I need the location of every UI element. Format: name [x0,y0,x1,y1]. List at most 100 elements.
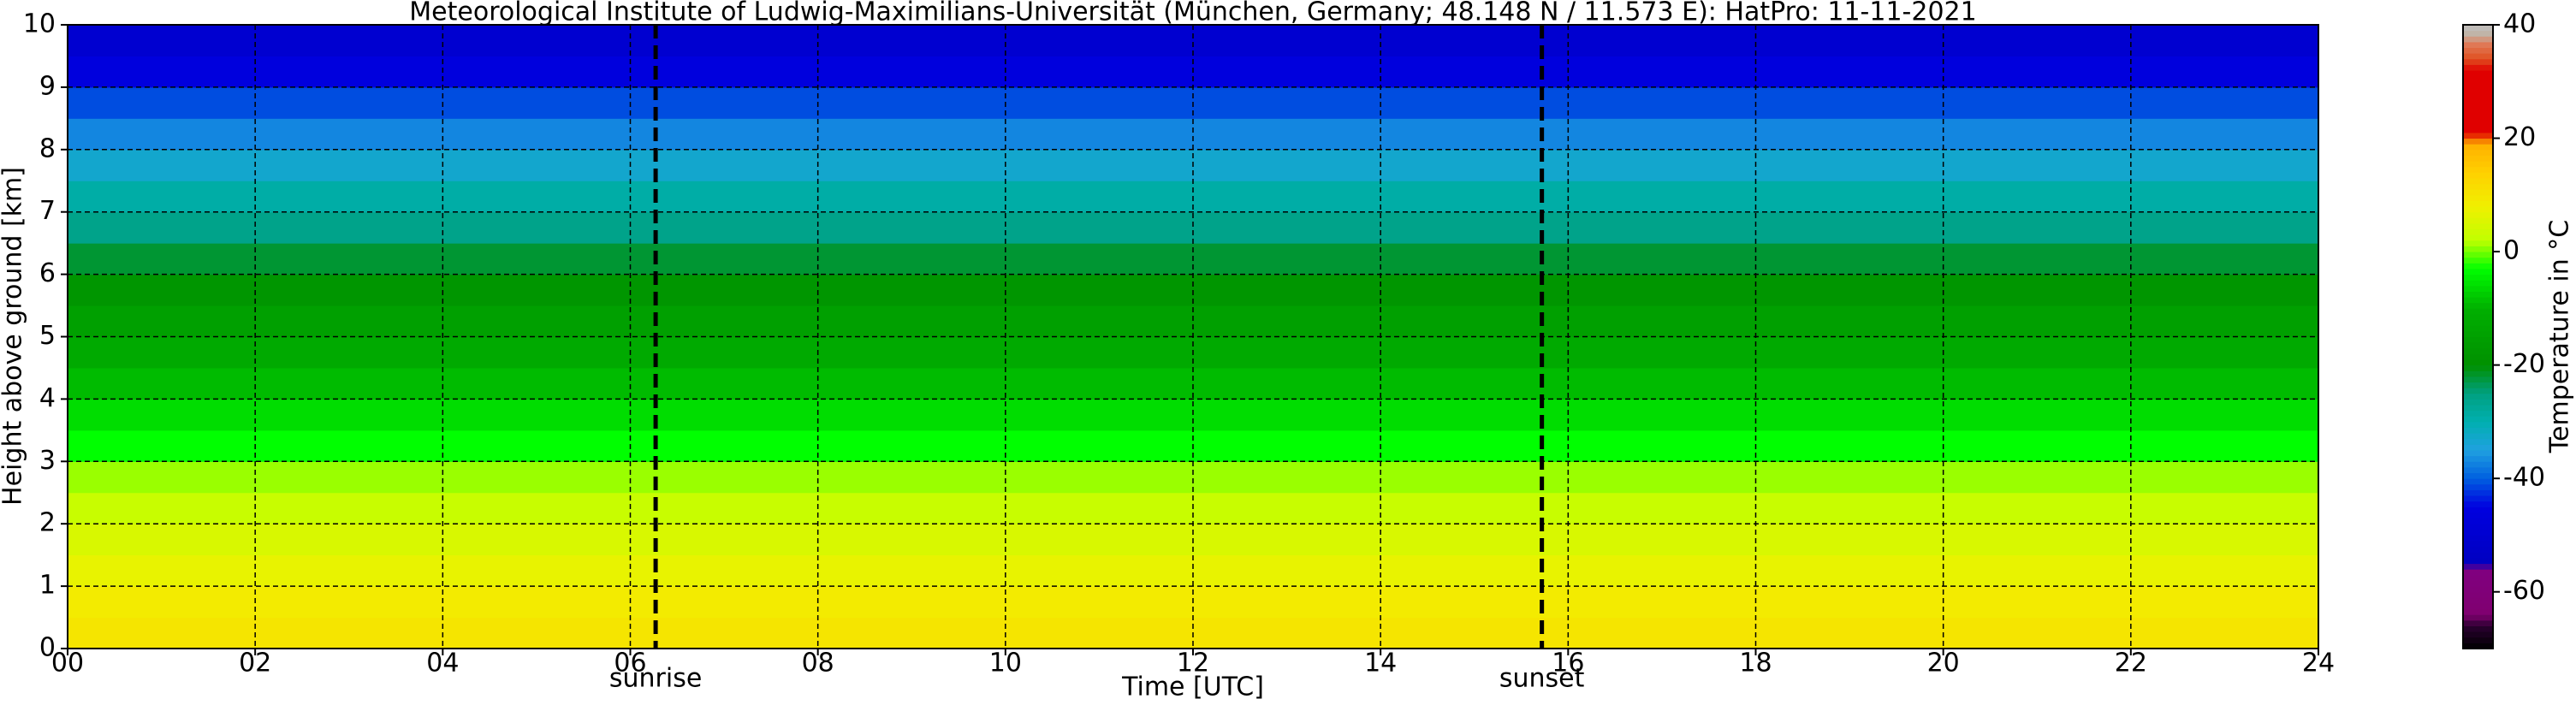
colorbar-cell [2463,489,2493,496]
colorbar-tick-label: 40 [2503,9,2536,39]
colorbar-tick-label: 20 [2503,122,2536,152]
colorbar-cell [2463,172,2493,179]
colorbar-cell [2463,98,2493,105]
colorbar-cell [2463,466,2493,474]
colorbar-cell [2463,274,2493,281]
colorbar-frame [2462,24,2494,649]
colorbar-cell [2463,586,2493,593]
y-tick-label: 6 [39,258,56,288]
colorbar-cell [2463,637,2493,643]
colorbar-cell [2463,268,2493,275]
colorbar-cell [2463,30,2493,37]
colorbar-cell [2463,297,2493,304]
plot-frame [67,24,2319,649]
y-tick-label: 3 [39,446,56,476]
x-tick-label: 16 [1552,649,1584,678]
colorbar-cell [2463,524,2493,530]
colorbar-cell [2463,535,2493,542]
colorbar-cell [2463,25,2493,32]
colorbar-cell [2463,161,2493,168]
colorbar-cell [2463,472,2493,479]
colorbar-label: Temperature in °C [2545,220,2575,453]
event-label: sunrise [609,664,702,694]
colorbar-cell [2463,461,2493,468]
colorbar-cell [2463,58,2493,65]
colorbar-cell [2463,330,2493,337]
colorbar-cell [2463,336,2493,343]
x-tick-label: 00 [51,649,84,678]
colorbar-tick-label: 0 [2503,236,2520,266]
colorbar-cell [2463,541,2493,548]
y-tick-label: 7 [39,196,56,226]
colorbar-cell [2463,529,2493,536]
y-tick-label: 4 [39,383,56,413]
colorbar-cell [2463,619,2493,626]
y-tick-label: 9 [39,71,56,101]
colorbar-cell [2463,132,2493,139]
colorbar-cell [2463,416,2493,423]
colorbar-cell [2463,580,2493,587]
colorbar-cell [2463,36,2493,43]
colorbar-cell [2463,291,2493,298]
x-tick-label: 10 [989,649,1022,678]
colorbar-cell [2463,206,2493,213]
y-tick-label: 1 [39,571,56,601]
y-tick-label: 0 [39,633,56,663]
colorbar-cell [2463,319,2493,326]
colorbar-cell [2463,228,2493,235]
colorbar-cell [2463,257,2493,264]
colorbar-cell [2463,144,2493,151]
colorbar-cell [2463,70,2493,77]
colorbar-cell [2463,194,2493,201]
colorbar-cell [2463,495,2493,502]
y-tick-label: 2 [39,508,56,538]
colorbar-cell [2463,234,2493,241]
colorbar-cell [2463,450,2493,457]
y-tick-label: 8 [39,133,56,163]
colorbar-cell [2463,478,2493,485]
colorbar-cell [2463,127,2493,133]
colorbar-cell [2463,41,2493,49]
colorbar-cell [2463,155,2493,162]
colorbar-cell [2463,240,2493,246]
colorbar-cell [2463,563,2493,570]
colorbar-cell [2463,483,2493,490]
colorbar-cell [2463,325,2493,332]
x-tick-label: 08 [802,649,834,678]
colorbar-cell [2463,104,2493,110]
colorbar-tick-label: -20 [2503,349,2545,379]
colorbar-cell [2463,64,2493,71]
colorbar-cell [2463,625,2493,632]
x-tick-label: 02 [239,649,271,678]
x-tick-label: 22 [2115,649,2147,678]
x-tick-label: 04 [426,649,459,678]
colorbar-cell [2463,116,2493,122]
colorbar-cell [2463,166,2493,173]
colorbar-cell [2463,110,2493,116]
colorbar-cell [2463,438,2493,445]
colorbar-cell [2463,53,2493,60]
x-tick-label: 06 [614,649,646,678]
x-tick-label: 14 [1364,649,1397,678]
colorbar-cell [2463,608,2493,615]
colorbar-cell [2463,591,2493,598]
colorbar-cell [2463,211,2493,218]
colorbar-cell [2463,263,2493,270]
chart-title: Meteorological Institute of Ludwig-Maxim… [409,0,1976,27]
colorbar-tick-label: -40 [2503,463,2545,493]
colorbar-cell [2463,149,2493,156]
x-tick-label: 12 [1177,649,1209,678]
colorbar-cell [2463,602,2493,610]
colorbar-cell [2463,405,2493,412]
colorbar-cell [2463,81,2493,88]
colorbar-cell [2463,382,2493,388]
colorbar-cell [2463,252,2493,258]
colorbar-cell [2463,597,2493,604]
colorbar-cell [2463,421,2493,429]
colorbar-cell [2463,364,2493,371]
colorbar-cell [2463,376,2493,383]
x-axis-label: Time [UTC] [1121,672,1264,702]
colorbar-cell [2463,280,2493,287]
event-label: sunset [1499,664,1585,694]
